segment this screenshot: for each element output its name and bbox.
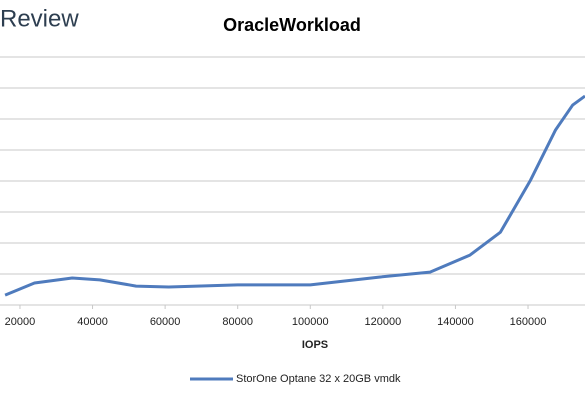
x-tick-label: 80000	[222, 316, 253, 328]
x-tick-label: 120000	[365, 316, 402, 328]
x-axis-label: IOPS	[302, 339, 328, 351]
x-tick-label: 160000	[510, 316, 547, 328]
x-tick-label: 20000	[5, 316, 36, 328]
chart-title: OracleWorkload	[223, 15, 361, 35]
x-tick-label: 60000	[150, 316, 181, 328]
x-tick-label: 100000	[292, 316, 329, 328]
x-tick-label: 40000	[77, 316, 108, 328]
series-line	[4, 94, 585, 297]
x-tick-label: 140000	[437, 316, 474, 328]
logo: Review	[0, 5, 79, 32]
legend-label: StorOne Optane 32 x 20GB vmdk	[236, 373, 401, 385]
